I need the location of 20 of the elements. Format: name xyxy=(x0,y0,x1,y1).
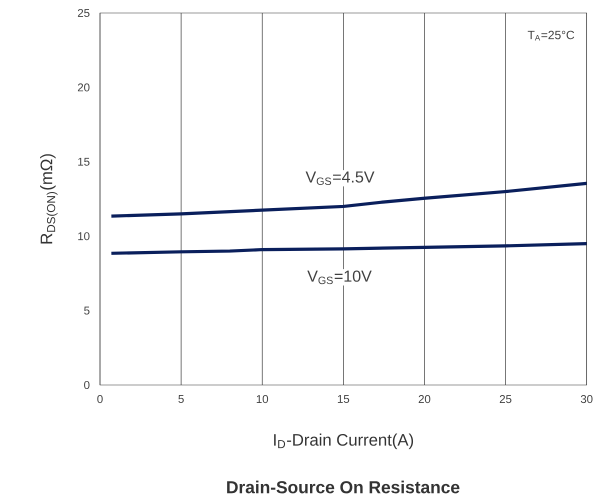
x-tick-label: 10 xyxy=(256,395,268,404)
y-tick-label: 20 xyxy=(78,83,90,92)
series-label: V$_{GS}$=10V xyxy=(307,270,372,284)
y-tick-label: 5 xyxy=(84,306,90,315)
y-tick-label: 25 xyxy=(78,8,90,17)
x-tick-label: 25 xyxy=(500,395,512,404)
y-tick-label: 10 xyxy=(78,232,90,240)
y-axis-title: R$_{DS(ON)}$(mΩ) xyxy=(40,154,58,244)
x-tick-label: 30 xyxy=(580,395,593,404)
text: Drain-Source On Resistance xyxy=(227,480,460,494)
x-tick-label: 0 xyxy=(97,395,103,404)
y-tick-label: 0 xyxy=(84,380,90,390)
y-tick-label: 15 xyxy=(78,158,90,166)
x-tick-label: 15 xyxy=(338,395,350,403)
line-series xyxy=(110,242,587,255)
annotation: T$_{A}$=25°C xyxy=(528,30,574,40)
x-tick-label: 5 xyxy=(178,395,184,403)
series-label: V$_{GS}$=4.5V xyxy=(306,171,374,185)
x-axis-title: I$_{D}$-Drain Current(A) xyxy=(274,434,414,450)
x-tick-label: 20 xyxy=(418,395,430,404)
